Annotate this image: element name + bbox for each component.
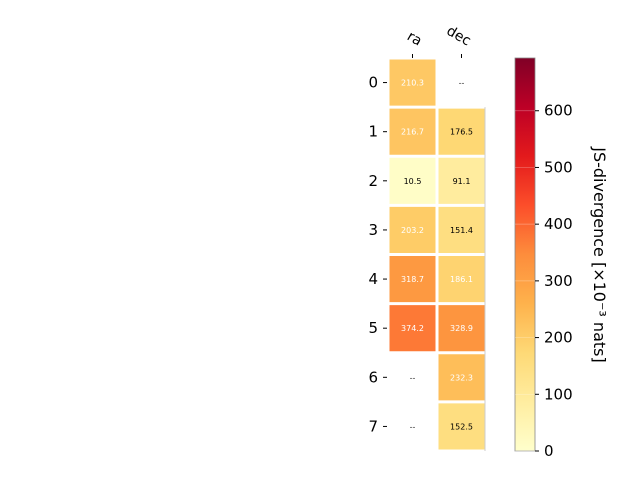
x-axis: ra dec xyxy=(404,23,474,58)
cell-label: 374.2 xyxy=(401,324,424,333)
heatmap-cell xyxy=(389,305,436,352)
heatmap-cell xyxy=(389,59,436,106)
heatmap-cell xyxy=(438,256,485,303)
cell-label: 151.4 xyxy=(450,226,473,235)
cell-label: 176.5 xyxy=(450,128,473,137)
heatmap-cell xyxy=(438,354,485,401)
colorbar-tick-label: 0 xyxy=(544,442,554,460)
y-tick-label: 1 xyxy=(368,123,378,141)
colorbar-tick-label: 200 xyxy=(544,329,573,347)
y-tick-label: 0 xyxy=(368,74,378,92)
cell-label-missing: -- xyxy=(459,79,465,88)
cell-label-missing: -- xyxy=(410,422,416,431)
y-tick-label: 5 xyxy=(368,319,378,337)
cell-label: 186.1 xyxy=(450,275,473,284)
colorbar-tick-label: 100 xyxy=(544,385,573,403)
colorbar-tick-label: 300 xyxy=(544,272,573,290)
heatmap-cell xyxy=(389,206,436,253)
heatmap-cell xyxy=(389,108,436,155)
cell-label: 318.7 xyxy=(401,275,424,284)
y-tick-label: 6 xyxy=(368,368,378,386)
y-tick-label: 4 xyxy=(368,270,378,288)
colorbar-tick-label: 400 xyxy=(544,215,573,233)
x-tick-label: ra xyxy=(404,28,424,49)
cell-label: 10.5 xyxy=(404,177,422,186)
cell-label: 91.1 xyxy=(453,177,471,186)
heatmap-cell xyxy=(438,157,485,204)
cell-label: 203.2 xyxy=(401,226,424,235)
colorbar: 0 100 200 300 400 500 600 JS-divergence [×10⁻³… xyxy=(514,57,609,460)
heatmap-cell xyxy=(389,256,436,303)
colorbar-tick-label: 500 xyxy=(544,158,573,176)
heatmap-cell xyxy=(438,305,485,352)
x-tick-label: dec xyxy=(444,23,474,49)
y-tick-label: 2 xyxy=(368,172,378,190)
heatmap-cell xyxy=(438,206,485,253)
cell-label: 328.9 xyxy=(450,324,473,333)
colorbar-label: JS-divergence [×10⁻³ nats] xyxy=(590,146,609,362)
cell-label: 232.3 xyxy=(450,373,473,382)
colorbar-gradient xyxy=(514,57,536,452)
colorbar-tick-label: 600 xyxy=(544,102,573,120)
cell-label: 210.3 xyxy=(401,79,424,88)
y-tick-label: 3 xyxy=(368,221,378,239)
cell-label: 216.7 xyxy=(401,128,424,137)
cell-label-missing: -- xyxy=(410,373,416,382)
cell-label: 152.5 xyxy=(450,422,473,431)
heatmap-cells: 210.3 -- 216.7 176.5 10.5 91.1 203.2 151.4 318.7… xyxy=(389,59,486,451)
y-tick-label: 7 xyxy=(368,417,378,435)
colorbar-ticks: 0 100 200 300 400 500 600 xyxy=(515,102,573,460)
heatmap-cell xyxy=(389,157,436,204)
heatmap-cell xyxy=(438,108,485,155)
heatmap-cell xyxy=(438,403,485,450)
y-axis: 0 1 2 3 4 5 6 7 xyxy=(368,74,387,435)
